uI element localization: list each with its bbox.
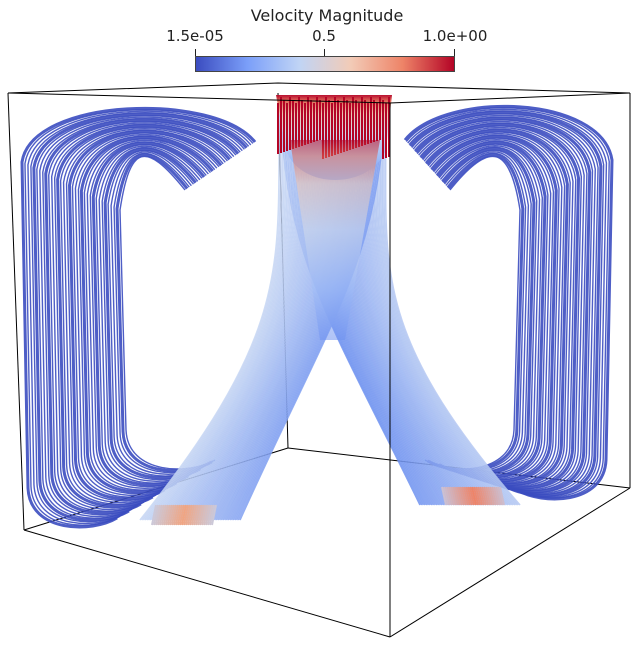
legend-title: Velocity Magnitude: [250, 6, 404, 25]
legend-min-tick: [195, 49, 196, 57]
streamlines: [20, 95, 614, 529]
legend-min-label: 1.5e-05: [166, 27, 224, 45]
box-front-edges: [7, 82, 631, 638]
legend-mid-label: 0.5: [312, 27, 336, 45]
colorbar-gradient: [195, 56, 455, 72]
legend-max-tick: [454, 49, 455, 57]
legend-mid-tick: [324, 49, 325, 57]
legend-max-label: 1.0e+00: [422, 27, 488, 45]
